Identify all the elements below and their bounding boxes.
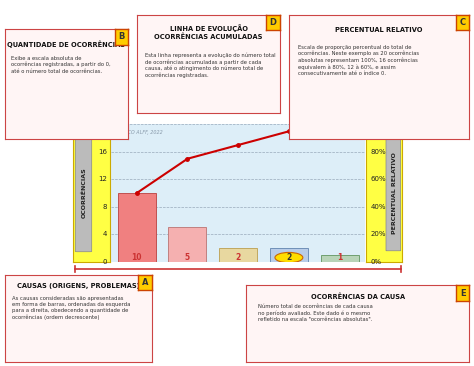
Text: CHICO ALFF, 2022: CHICO ALFF, 2022 — [119, 130, 163, 135]
FancyBboxPatch shape — [75, 134, 91, 252]
Text: 2: 2 — [236, 253, 241, 262]
Text: Número total de ocorrências de cada causa
no período avaliado. Este dado é o mes: Número total de ocorrências de cada caus… — [258, 304, 373, 322]
Text: LINHA DE EVOLUÇÃO
OCORRÊNCIAS ACUMULADAS: LINHA DE EVOLUÇÃO OCORRÊNCIAS ACUMULADAS — [155, 25, 263, 40]
Text: PERCENTUAL RELATIVO: PERCENTUAL RELATIVO — [336, 27, 423, 33]
Text: 10: 10 — [131, 253, 142, 262]
Text: Escala de proporção percentual do total de
ocorrências. Neste exemplo as 20 ocor: Escala de proporção percentual do total … — [298, 45, 419, 76]
Text: 20: 20 — [98, 122, 107, 127]
Text: OCORRÊNCIAS DA CAUSA: OCORRÊNCIAS DA CAUSA — [311, 293, 405, 300]
Text: OCORRÊNCIAS: OCORRÊNCIAS — [82, 168, 87, 219]
Text: 16: 16 — [98, 149, 107, 155]
Text: D: D — [270, 18, 276, 27]
Ellipse shape — [275, 253, 303, 263]
Text: As causas consideradas são apresentadas
em forma de barras, ordenadas da esquerd: As causas consideradas são apresentadas … — [12, 296, 130, 320]
Text: 20%: 20% — [370, 231, 386, 237]
Text: 4: 4 — [103, 231, 107, 237]
Text: 8: 8 — [102, 204, 107, 210]
Text: QUANTIDADE DE OCORRÊNCIAS: QUANTIDADE DE OCORRÊNCIAS — [8, 40, 125, 48]
Bar — [219, 248, 257, 262]
Text: 80%: 80% — [370, 149, 386, 155]
Bar — [168, 227, 207, 262]
Text: C: C — [460, 18, 465, 27]
Bar — [320, 255, 359, 262]
Text: 0%: 0% — [370, 259, 382, 265]
Text: B: B — [118, 33, 125, 41]
Text: Exibe a escala absoluta de
ocorrências registradas, a partir do 0,
até o número : Exibe a escala absoluta de ocorrências r… — [11, 56, 110, 74]
Text: Esta linha representa a evolução do número total
de ocorrências acumuladas a par: Esta linha representa a evolução do núme… — [145, 52, 275, 78]
Text: 40%: 40% — [370, 204, 386, 210]
Text: 2: 2 — [286, 253, 292, 262]
Text: 5: 5 — [185, 253, 190, 262]
Text: A: A — [142, 278, 148, 287]
Text: 0: 0 — [102, 259, 107, 265]
Text: CAUSAS (ORIGENS, PROBLEMAS): CAUSAS (ORIGENS, PROBLEMAS) — [17, 283, 139, 289]
Text: PERCENTUAL RELATIVO: PERCENTUAL RELATIVO — [392, 152, 397, 234]
Bar — [118, 193, 156, 262]
Bar — [270, 248, 308, 262]
FancyBboxPatch shape — [386, 135, 401, 251]
Text: 1: 1 — [337, 253, 342, 262]
Text: 60%: 60% — [370, 176, 386, 182]
Text: 100%: 100% — [370, 122, 391, 127]
Text: E: E — [460, 289, 465, 298]
Text: 12: 12 — [98, 176, 107, 182]
